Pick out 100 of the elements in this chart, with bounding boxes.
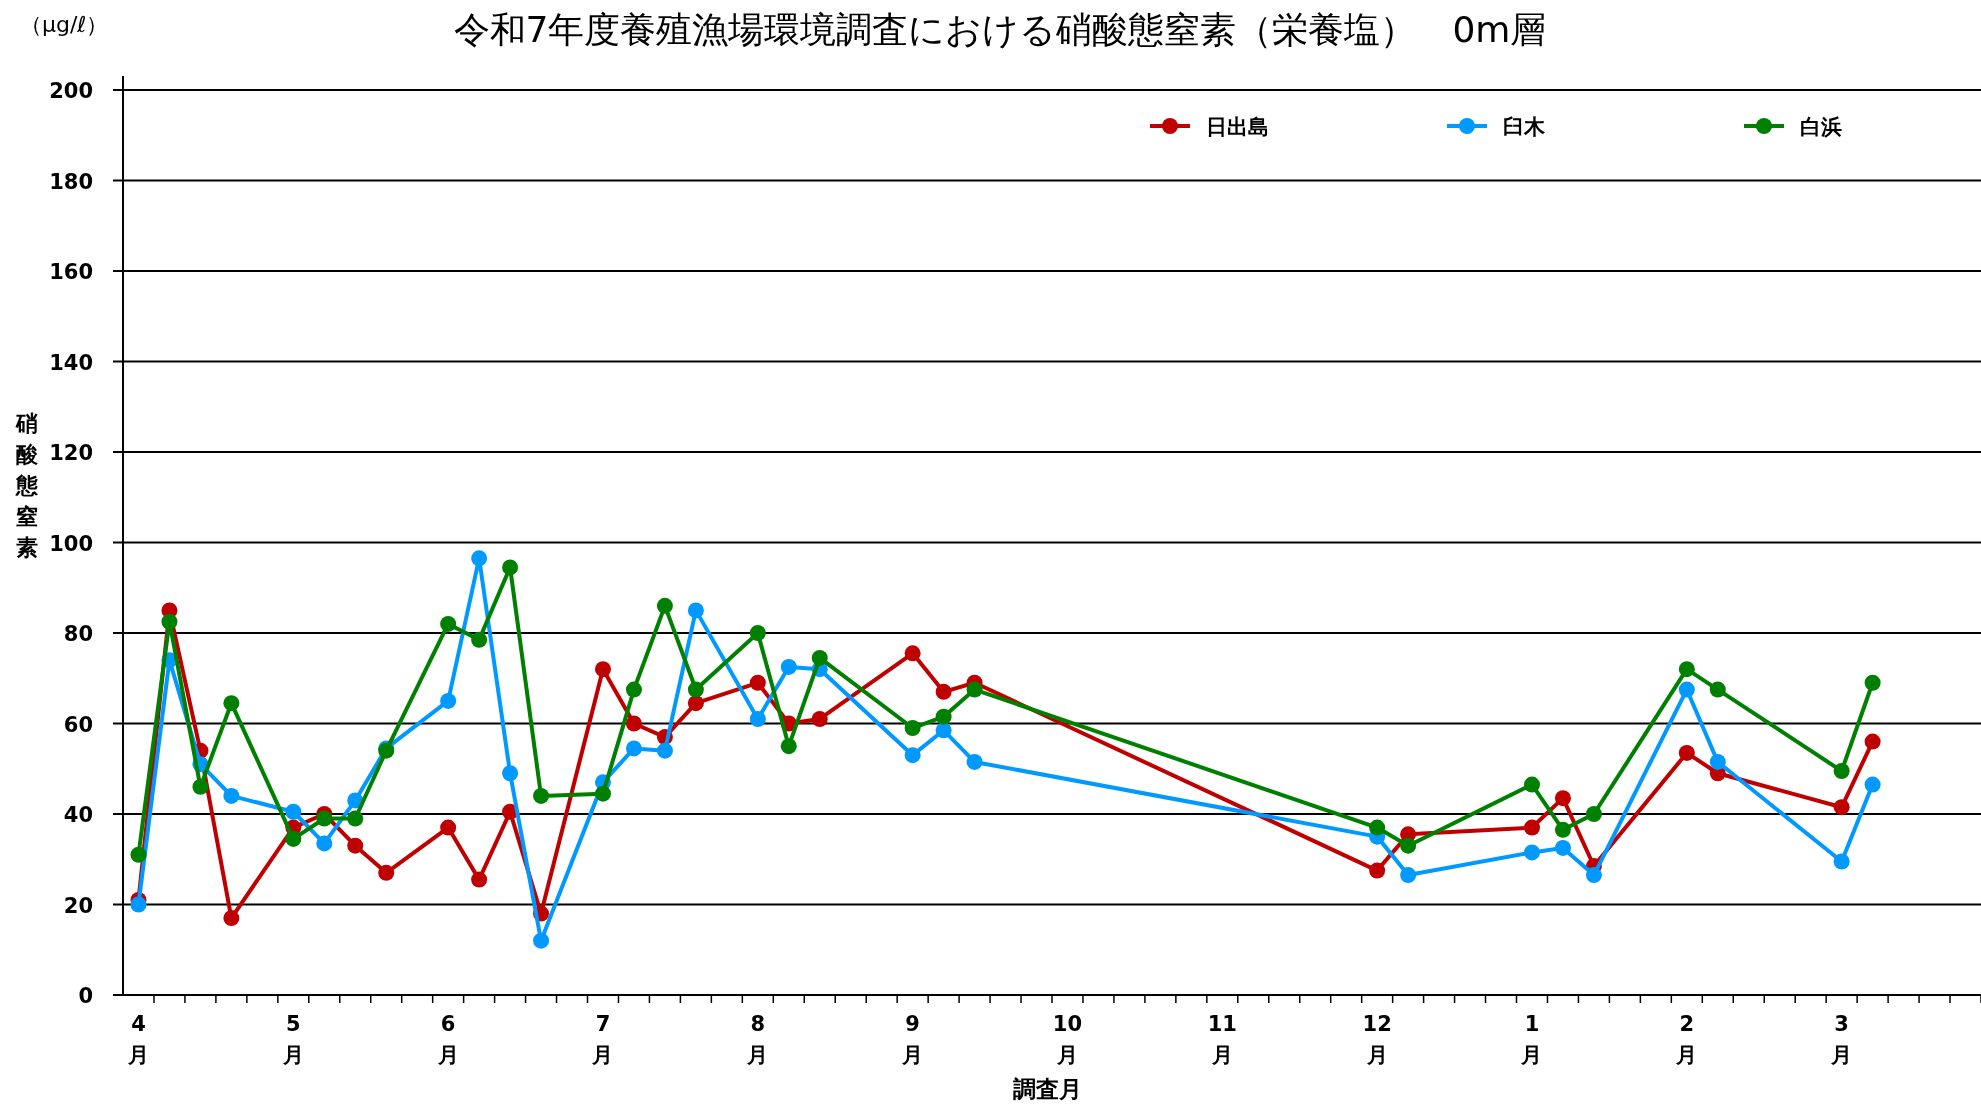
point — [780, 658, 797, 675]
point — [1709, 681, 1726, 698]
point — [471, 550, 488, 567]
point — [780, 738, 797, 755]
point — [378, 864, 395, 881]
point — [533, 932, 550, 949]
point — [1709, 753, 1726, 770]
point — [811, 710, 828, 727]
point — [904, 645, 921, 662]
point — [471, 631, 488, 648]
y-tick-label: 180 — [49, 169, 93, 194]
point — [223, 910, 240, 927]
point — [1833, 853, 1850, 870]
y-tick-label: 80 — [63, 622, 93, 646]
point — [904, 720, 921, 737]
point — [749, 710, 766, 727]
point — [130, 896, 147, 913]
point — [749, 674, 766, 691]
y-tick-label: 100 — [49, 531, 93, 556]
point — [316, 810, 333, 827]
point — [935, 683, 952, 700]
point — [440, 615, 457, 632]
point — [1523, 844, 1540, 861]
chart-title: 令和7年度養殖漁場環境調査における硝酸態窒素（栄養塩） 0m層 — [453, 9, 1547, 50]
y-tick-label: 160 — [49, 260, 93, 284]
point — [471, 871, 488, 888]
point — [1369, 819, 1386, 836]
point — [533, 787, 550, 804]
point — [1523, 776, 1540, 793]
point — [1369, 862, 1386, 879]
y-tick-label: 0 — [78, 984, 93, 1008]
point — [285, 830, 302, 847]
point — [223, 695, 240, 712]
point — [687, 602, 704, 619]
point — [1864, 776, 1881, 793]
point — [656, 597, 673, 614]
point — [594, 661, 611, 678]
point — [625, 715, 642, 732]
point — [1554, 821, 1571, 838]
x-tick-label: 7月 — [591, 1012, 614, 1067]
point — [687, 695, 704, 712]
point — [811, 649, 828, 666]
point — [502, 765, 519, 782]
y-tick-label: 120 — [49, 441, 93, 465]
point — [316, 835, 333, 852]
point — [687, 681, 704, 698]
point — [223, 787, 240, 804]
point — [440, 692, 457, 709]
y-tick-label: 60 — [63, 712, 93, 737]
y-tick-label: 200 — [49, 79, 93, 103]
point — [904, 747, 921, 764]
y-axis-title: 硝酸態窒素 — [15, 410, 39, 560]
legend-label: 日出島 — [1206, 115, 1269, 139]
point — [625, 681, 642, 698]
point — [502, 559, 519, 576]
point — [1585, 867, 1602, 884]
point — [1678, 661, 1695, 678]
point — [1554, 790, 1571, 807]
legend-label: 白浜 — [1800, 115, 1842, 139]
x-tick-label: 5月 — [281, 1012, 304, 1067]
x-tick-label: 8月 — [746, 1012, 769, 1067]
x-tick-label: 10月 — [1052, 1012, 1083, 1067]
point — [1678, 681, 1695, 698]
point — [966, 753, 983, 770]
point — [1585, 806, 1602, 822]
x-tick-label: 6月 — [436, 1012, 459, 1067]
point — [1864, 674, 1881, 691]
point — [347, 837, 364, 854]
point — [935, 722, 952, 739]
legend-label: 臼木 — [1503, 115, 1546, 139]
point — [1678, 744, 1695, 761]
point — [130, 846, 147, 863]
y-tick-label: 20 — [63, 893, 93, 918]
point — [347, 810, 364, 827]
point — [625, 740, 642, 757]
point — [1833, 799, 1850, 816]
x-axis-title: 調査月 — [1012, 1076, 1082, 1102]
text: （μg/ℓ） — [20, 12, 109, 37]
point — [285, 803, 302, 820]
point — [1554, 839, 1571, 856]
x-tick-label: 4月 — [126, 1012, 149, 1067]
point — [749, 625, 766, 641]
x-tick-label: 1月 — [1520, 1012, 1543, 1067]
point — [192, 778, 209, 795]
x-tick-label: 11月 — [1207, 1012, 1237, 1067]
y-tick-label: 40 — [63, 803, 93, 827]
point — [594, 785, 611, 802]
point — [966, 681, 983, 698]
point — [1833, 763, 1850, 780]
x-tick-label: 9月 — [901, 1012, 924, 1067]
y-tick-label: 140 — [49, 350, 93, 375]
point — [1400, 837, 1417, 854]
point — [1864, 733, 1881, 750]
point — [440, 819, 457, 836]
x-tick-label: 12月 — [1362, 1012, 1392, 1067]
point — [935, 708, 952, 725]
x-tick-label: 2月 — [1675, 1012, 1698, 1067]
point — [1523, 819, 1540, 836]
point — [1400, 867, 1417, 884]
x-tick-label: 3月 — [1830, 1012, 1853, 1067]
